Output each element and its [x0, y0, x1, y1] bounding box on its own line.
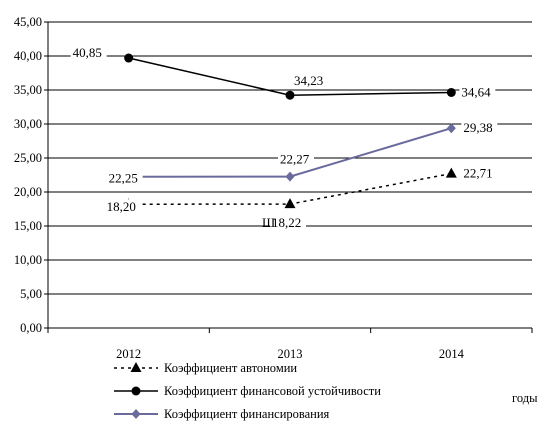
y-tick-label: 25,00: [14, 151, 42, 165]
x-tick-label: 2014: [439, 347, 465, 361]
data-label-bg: [104, 199, 141, 215]
annotation-mark: Ш: [262, 215, 275, 230]
x-axis-ticks: 2012 2013 2014: [47, 328, 533, 361]
y-axis-ticks: 0,00 5,00 10,00 15,00 20,00 25,00 30,00 35,00 40…: [14, 15, 48, 335]
data-label-autonomy: 18,20: [107, 199, 136, 214]
data-point-autonomy: [284, 198, 296, 209]
legend-label-autonomy: Коэффициент автономии: [164, 361, 297, 375]
data-label-financing: 22,27: [280, 152, 310, 167]
legend-marker-autonomy: [130, 362, 142, 372]
data-label-financial-stability: 40,85: [73, 45, 102, 60]
y-tick-label: 30,00: [14, 117, 42, 131]
data-label-financial-stability: 34,23: [294, 73, 323, 88]
data-label-bg: [461, 120, 498, 136]
data-label-bg: [461, 165, 498, 181]
y-tick-label: 0,00: [20, 321, 42, 335]
x-axis-label: годы: [512, 391, 538, 405]
data-label-autonomy: 18,22: [272, 215, 301, 230]
data-label-bg: [292, 73, 328, 89]
legend-marker-financing: [131, 409, 141, 419]
y-tick-label: 20,00: [14, 185, 42, 199]
data-point-financial-stability: [285, 90, 295, 100]
legend: Коэффициент автономии Коэффициент финансо…: [114, 361, 381, 421]
y-tick-label: 40,00: [14, 49, 42, 63]
data-point-autonomy: [445, 167, 457, 178]
y-tick-label: 10,00: [14, 253, 42, 267]
data-label-financing: 22,25: [109, 171, 138, 186]
axes: [47, 22, 532, 329]
data-label-autonomy: 22,71: [463, 166, 492, 181]
y-tick-label: 45,00: [14, 15, 42, 29]
data-label-bg: [70, 45, 107, 61]
legend-marker-financial-stability: [131, 386, 141, 396]
legend-label-financial-stability: Коэффициент финансовой устойчивости: [164, 384, 381, 398]
data-point-financing: [446, 123, 456, 134]
data-label-financial-stability: 34,64: [461, 84, 491, 99]
data-point-financial-stability: [124, 53, 134, 63]
data-label-bg: [278, 151, 314, 167]
y-tick-label: 35,00: [14, 83, 42, 97]
data-point-financing: [285, 171, 295, 182]
y-tick-label: 5,00: [20, 287, 42, 301]
data-point-financial-stability: [446, 87, 456, 97]
data-label-financing: 29,38: [463, 120, 492, 135]
x-tick-label: 2013: [278, 347, 303, 361]
data-labels: 18,20 18,22 22,71 40,85 34,23 34,64 22,25 22,27…: [70, 45, 498, 231]
data-label-bg: [459, 84, 496, 100]
series-group: [123, 53, 457, 209]
y-tick-label: 15,00: [14, 219, 42, 233]
legend-label-financing: Коэффициент финансирования: [164, 407, 330, 421]
data-label-bg: [270, 215, 306, 231]
data-label-bg: [106, 170, 143, 186]
x-tick-label: 2012: [116, 347, 141, 361]
